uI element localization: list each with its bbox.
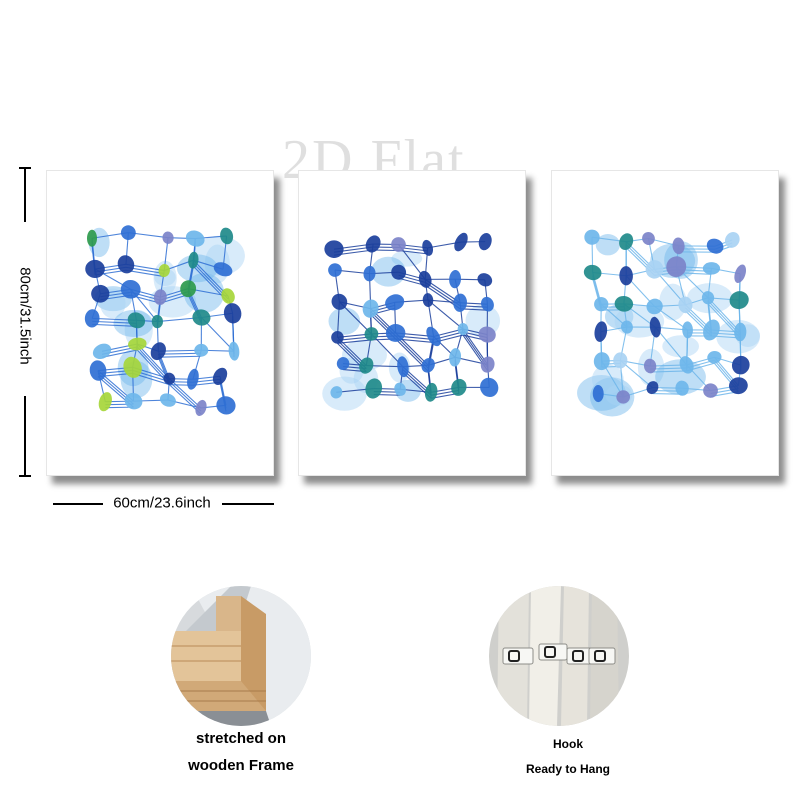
wooden-frame-detail-photo [171,586,311,726]
height-dimension-line-top [24,168,26,222]
abstract-artwork-left [84,225,245,416]
canvas-panel-left [46,170,274,476]
frame-caption-line1: stretched on [195,730,286,747]
height-dimension-line-bottom [24,396,26,476]
height-dimension-label: 80cm/31.5inch [16,267,34,365]
hook-caption-line1: Hook [553,737,583,751]
width-dimension-line-left [53,503,103,505]
hook-caption-line2: Ready to Hang [525,762,610,776]
width-dimension-line-right [222,503,274,505]
frame-caption-line2: wooden Frame [188,757,294,774]
hook-detail-photo [489,586,629,726]
canvas-panel-right [551,170,779,476]
abstract-artwork-center [322,232,501,411]
canvas-panel-center [298,170,526,476]
height-dimension-tick-top [19,167,31,169]
width-dimension-label: 60cm/23.6inch [113,494,211,512]
abstract-artwork-right [577,229,760,417]
height-dimension-tick-bottom [19,475,31,477]
